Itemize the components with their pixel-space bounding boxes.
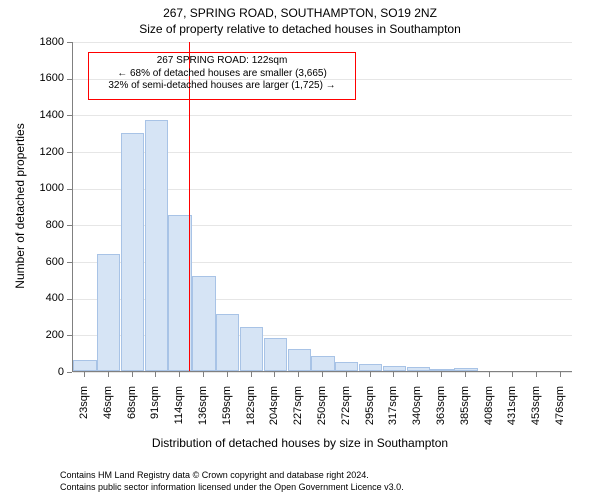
y-grid-line: [73, 115, 572, 116]
x-tick: [417, 372, 418, 377]
x-tick-label: 114sqm: [173, 386, 185, 436]
x-tick-label: 295sqm: [364, 386, 376, 436]
histogram-bar: [216, 314, 239, 371]
x-tick: [489, 372, 490, 377]
y-tick-label: 600: [0, 256, 64, 268]
annotation-line3: 32% of semi-detached houses are larger (…: [93, 80, 351, 93]
y-tick-label: 1400: [0, 109, 64, 121]
y-tick-label: 1200: [0, 146, 64, 158]
y-tick: [67, 335, 72, 336]
chart-title-line1: 267, SPRING ROAD, SOUTHAMPTON, SO19 2NZ: [0, 6, 600, 20]
x-tick: [346, 372, 347, 377]
histogram-bar: [335, 362, 358, 371]
x-tick: [560, 372, 561, 377]
x-tick-label: 46sqm: [102, 386, 114, 436]
x-tick-label: 385sqm: [459, 386, 471, 436]
x-tick-label: 159sqm: [221, 386, 233, 436]
x-tick: [227, 372, 228, 377]
histogram-bar: [192, 276, 215, 371]
y-axis-label: Number of detached properties: [13, 116, 27, 296]
histogram-bar: [454, 368, 477, 371]
x-tick-label: 408sqm: [483, 386, 495, 436]
x-tick-label: 431sqm: [506, 386, 518, 436]
footer-line1: Contains HM Land Registry data © Crown c…: [60, 470, 369, 480]
annotation-line2: ← 68% of detached houses are smaller (3,…: [93, 68, 351, 81]
footer-line2: Contains public sector information licen…: [60, 482, 404, 492]
x-tick-label: 227sqm: [292, 386, 304, 436]
x-tick-label: 68sqm: [126, 386, 138, 436]
x-tick-label: 340sqm: [411, 386, 423, 436]
histogram-bar: [430, 369, 453, 371]
histogram-bar: [121, 133, 144, 371]
y-tick-label: 400: [0, 292, 64, 304]
y-tick: [67, 372, 72, 373]
histogram-bar: [311, 356, 334, 371]
y-tick: [67, 189, 72, 190]
x-tick: [322, 372, 323, 377]
chart-container: { "title_line1": "267, SPRING ROAD, SOUT…: [0, 0, 600, 500]
x-tick: [179, 372, 180, 377]
y-tick-label: 1600: [0, 72, 64, 84]
x-tick: [84, 372, 85, 377]
x-tick-label: 23sqm: [78, 386, 90, 436]
annotation-line1: 267 SPRING ROAD: 122sqm: [93, 55, 351, 68]
histogram-bar: [359, 364, 382, 371]
x-tick: [441, 372, 442, 377]
x-tick: [393, 372, 394, 377]
y-tick-label: 0: [0, 366, 64, 378]
x-tick-label: 204sqm: [268, 386, 280, 436]
x-tick-label: 136sqm: [197, 386, 209, 436]
histogram-bar: [288, 349, 311, 371]
y-grid-line: [73, 42, 572, 43]
y-tick: [67, 152, 72, 153]
y-tick: [67, 299, 72, 300]
x-tick: [536, 372, 537, 377]
histogram-bar: [264, 338, 287, 371]
y-tick: [67, 79, 72, 80]
y-tick-label: 1800: [0, 36, 64, 48]
x-tick-label: 91sqm: [149, 386, 161, 436]
histogram-bar: [73, 360, 96, 371]
histogram-bar: [240, 327, 263, 371]
x-tick: [155, 372, 156, 377]
x-tick: [132, 372, 133, 377]
y-tick: [67, 225, 72, 226]
x-tick-label: 476sqm: [554, 386, 566, 436]
x-tick-label: 363sqm: [435, 386, 447, 436]
y-tick: [67, 262, 72, 263]
x-tick: [274, 372, 275, 377]
y-tick: [67, 115, 72, 116]
chart-title-line2: Size of property relative to detached ho…: [0, 22, 600, 36]
x-tick-label: 182sqm: [245, 386, 257, 436]
reference-annotation: 267 SPRING ROAD: 122sqm ← 68% of detache…: [88, 52, 356, 100]
y-tick-label: 800: [0, 219, 64, 231]
x-tick: [370, 372, 371, 377]
x-tick: [251, 372, 252, 377]
x-tick: [512, 372, 513, 377]
x-tick: [298, 372, 299, 377]
y-tick-label: 200: [0, 329, 64, 341]
histogram-bar: [145, 120, 168, 371]
x-axis-label: Distribution of detached houses by size …: [0, 436, 600, 450]
x-tick-label: 272sqm: [340, 386, 352, 436]
x-tick-label: 453sqm: [530, 386, 542, 436]
histogram-bar: [407, 367, 430, 371]
x-tick: [465, 372, 466, 377]
x-tick: [203, 372, 204, 377]
histogram-bar: [97, 254, 120, 371]
y-tick: [67, 42, 72, 43]
histogram-bar: [383, 366, 406, 372]
y-tick-label: 1000: [0, 182, 64, 194]
x-tick-label: 250sqm: [316, 386, 328, 436]
x-tick-label: 317sqm: [387, 386, 399, 436]
x-tick: [108, 372, 109, 377]
